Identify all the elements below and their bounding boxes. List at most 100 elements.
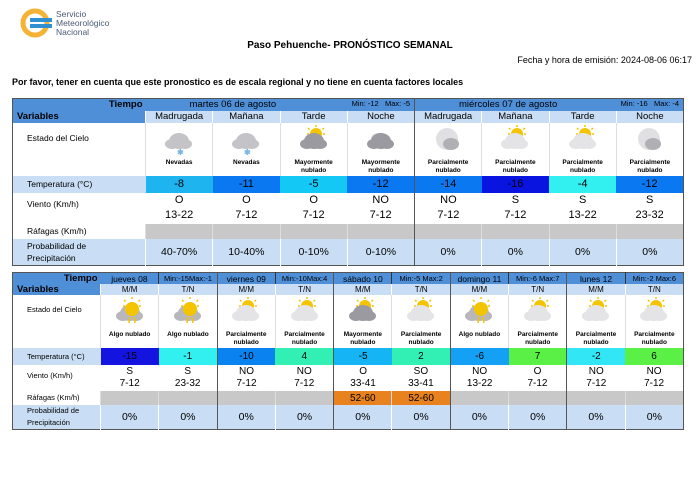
period-label: M/M xyxy=(99,284,159,295)
period-label: T/N xyxy=(274,284,334,295)
sky-description: Parcialmente nublado xyxy=(284,331,325,346)
gust-cell xyxy=(413,223,482,239)
day-name: domingo 11 xyxy=(449,272,509,284)
period-label: M/M xyxy=(216,284,276,295)
gust-cell: 52-60 xyxy=(391,391,451,405)
precip-cell: 0% xyxy=(333,405,392,430)
sky-cell: Parcialmente nublado xyxy=(413,122,482,176)
gust-cell xyxy=(566,391,626,405)
wind-cell: SO 33-41 xyxy=(392,365,450,391)
precip-label: Probabilidad de Precipitación xyxy=(12,405,101,430)
gust-label: Ráfagas (Km/h) xyxy=(12,223,146,239)
sky-description: Parcialmente nublado xyxy=(634,331,675,346)
sky-cell: Parcialmente nublado xyxy=(508,295,567,348)
gust-cell xyxy=(99,391,159,405)
wind-direction: O xyxy=(242,194,251,206)
day-name: jueves 08 xyxy=(100,272,159,284)
forecast-table-days-3-7: Tiempo jueves 08 Min:-15Max:-1 viernes 09 Mi… xyxy=(12,272,684,430)
wind-cell: O 13-22 xyxy=(146,193,213,224)
sky-description: Parcialmente nublado xyxy=(575,331,617,346)
temperature-cell: -15 xyxy=(100,348,159,365)
period-label: T/N xyxy=(391,284,451,295)
precip-cell: 0% xyxy=(624,405,684,430)
page-title: Paso Pehuenche- PRONÓSTICO SEMANAL xyxy=(247,40,453,51)
partly-cloudy-icon xyxy=(640,297,668,321)
gust-cell xyxy=(548,223,617,239)
period-label: Madrugada xyxy=(413,110,482,123)
wind-direction: NO xyxy=(372,194,389,206)
wind-cell: NO 7-12 xyxy=(413,192,482,224)
sky-label: Estado del Cielo xyxy=(12,122,146,176)
org-name-1: Servicio xyxy=(56,8,87,19)
wind-direction: NO xyxy=(472,366,488,377)
period-label: Tarde xyxy=(548,110,617,123)
temperature-cell: -14 xyxy=(413,175,482,193)
period-label: Mañana xyxy=(481,110,549,123)
wind-direction: S xyxy=(126,366,133,377)
gust-cell xyxy=(274,391,334,405)
wind-direction: S xyxy=(645,194,654,206)
partly-cloudy-night-icon xyxy=(637,127,661,150)
wind-cell: O 7-12 xyxy=(509,365,567,391)
wind-speed: 7-12 xyxy=(235,209,258,221)
wind-speed: 7-12 xyxy=(369,209,392,221)
svg-text:✱: ✱ xyxy=(244,148,251,155)
wind-speed: 7-12 xyxy=(302,209,325,221)
wind-direction: S xyxy=(184,366,192,377)
temperature-cell: -4 xyxy=(549,175,617,193)
wind-speed: 23-32 xyxy=(174,378,201,389)
temperature-cell: -10 xyxy=(216,348,276,365)
wind-cell: O 33-41 xyxy=(333,365,392,391)
gust-cell xyxy=(158,391,218,405)
wind-direction: NO xyxy=(440,194,457,206)
wind-speed: 13-22 xyxy=(568,209,597,221)
partly-cloudy-night-icon xyxy=(436,127,460,150)
sky-description: Parcialmente nublado xyxy=(629,158,671,174)
mostly-cloudy-icon xyxy=(299,124,327,149)
sky-description: Parcialmente nublado xyxy=(562,158,603,174)
temperature-cell: -1 xyxy=(158,348,218,365)
wind-speed: 33-41 xyxy=(408,378,434,389)
day-min-max: Min:-15Max:-1 xyxy=(158,272,218,284)
temperature-cell: 2 xyxy=(391,348,451,365)
sky-description: Parcialmente nublado xyxy=(400,331,442,346)
wind-cell: NO 7-12 xyxy=(275,365,333,391)
wind-cell: NO 7-12 xyxy=(347,193,414,224)
partly-cloudy-icon xyxy=(568,124,596,149)
sky-description: Parcialmente nublado xyxy=(517,331,558,346)
precip-cell: 0% xyxy=(391,405,451,430)
wind-cell: O 7-12 xyxy=(280,193,347,224)
temperature-cell: -5 xyxy=(280,175,348,193)
wind-direction: SO xyxy=(413,366,429,377)
sky-cell: Parcialmente nublado xyxy=(216,295,276,348)
precip-cell: 0% xyxy=(481,238,549,266)
sky-cell: ✱ Nevadas xyxy=(212,122,280,176)
gust-cell xyxy=(449,391,509,405)
day-name: martes 06 de agosto xyxy=(189,99,277,111)
temperature-cell: -5 xyxy=(333,348,392,365)
wind-cell: S 23-32 xyxy=(616,193,683,224)
day-min-max: Min:-5 Max:2 xyxy=(391,272,451,284)
sky-description: Algo nublado xyxy=(458,331,501,338)
temp-label: Temperatura (°C) xyxy=(12,175,146,193)
day-max: Max: -5 xyxy=(384,99,410,109)
sky-description: Parcialmente nublado xyxy=(427,158,469,174)
temperature-cell: -11 xyxy=(212,175,280,193)
temperature-cell: 7 xyxy=(508,348,567,365)
gust-cell xyxy=(346,223,415,239)
precip-cell: 0-10% xyxy=(279,238,348,266)
sky-description: Algo nublado xyxy=(167,331,209,338)
wind-speed: 33-41 xyxy=(350,378,376,389)
org-name-3: Nacional xyxy=(56,26,90,37)
mostly-cloudy-icon xyxy=(348,297,376,321)
precip-cell: 0-10% xyxy=(346,238,415,266)
precip-label: Probabilidad de Precipitación xyxy=(12,238,146,266)
temp-label: Temperatura (°C) xyxy=(12,348,101,365)
precip-cell: 10-40% xyxy=(212,238,280,266)
wind-direction: O xyxy=(309,194,318,206)
gust-cell xyxy=(624,391,684,405)
precip-cell: 0% xyxy=(548,238,617,266)
period-label: M/M xyxy=(566,284,626,295)
sky-cell: Mayormente nublado xyxy=(333,295,392,348)
temperature-cell: -12 xyxy=(347,175,415,193)
